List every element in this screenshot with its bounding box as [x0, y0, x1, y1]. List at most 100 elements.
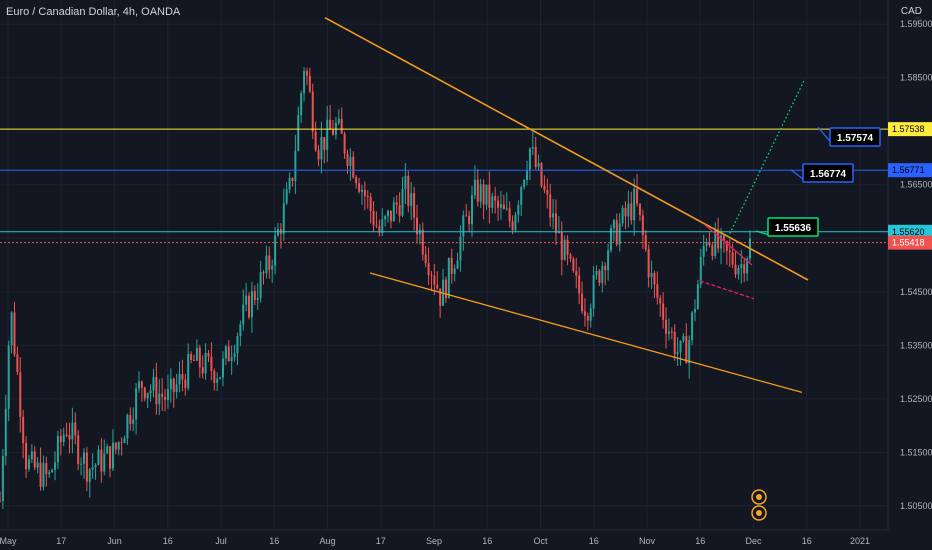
- candle-body: [746, 258, 749, 274]
- candle-body: [166, 389, 169, 400]
- candle-body: [366, 195, 369, 197]
- candle-body: [242, 304, 245, 325]
- x-tick-label: 17: [56, 536, 66, 546]
- candle-body: [491, 196, 494, 208]
- candle-body: [731, 252, 734, 265]
- x-tick-label: 16: [695, 536, 705, 546]
- candle-body: [514, 214, 517, 231]
- candle-body: [691, 312, 694, 341]
- candle-body: [696, 284, 699, 310]
- candle-body: [450, 257, 453, 274]
- callout-box: [767, 217, 819, 237]
- candle-body: [54, 462, 57, 470]
- candle-body: [578, 275, 581, 294]
- candle-body: [673, 332, 676, 355]
- x-tick-label: Jul: [215, 536, 227, 546]
- candle-body: [193, 359, 196, 361]
- candle-body: [0, 500, 1, 502]
- tradingview-badge-icon[interactable]: [744, 488, 774, 522]
- candle-body: [436, 284, 439, 289]
- candle-body: [708, 242, 711, 246]
- candle-body: [195, 347, 198, 361]
- info-icon[interactable]: ⓘ: [914, 17, 922, 26]
- candle-body: [404, 175, 407, 190]
- level-price-tag: [888, 163, 932, 178]
- candle-body: [482, 184, 485, 205]
- x-tick-label: Jun: [107, 536, 122, 546]
- candle-body: [583, 311, 586, 316]
- candle-body: [352, 156, 355, 178]
- candle-body: [537, 163, 540, 168]
- candle-body: [169, 378, 172, 390]
- candle-body: [517, 204, 520, 215]
- candle-body: [549, 194, 552, 218]
- candle-body: [59, 436, 62, 443]
- candle-body: [303, 71, 306, 94]
- candle-body: [497, 200, 500, 208]
- candle-body: [473, 179, 476, 196]
- candle-body: [172, 378, 175, 393]
- candle-body: [557, 231, 560, 234]
- x-tick-label: 17: [376, 536, 386, 546]
- candle-body: [653, 272, 656, 285]
- x-tick-label: 16: [269, 536, 279, 546]
- x-tick-label: 16: [589, 536, 599, 546]
- candle-body: [161, 393, 164, 397]
- candle-body: [85, 452, 88, 482]
- candle-body: [326, 119, 329, 150]
- candle-body: [288, 178, 291, 190]
- candle-body: [7, 345, 10, 409]
- candle-body: [16, 354, 19, 373]
- candle-body: [534, 147, 537, 168]
- candle-body: [158, 393, 161, 405]
- candle-body: [610, 228, 613, 251]
- candle-body: [552, 213, 555, 218]
- candle-body: [410, 193, 413, 207]
- candle-body: [398, 204, 401, 216]
- candle-body: [135, 388, 138, 420]
- candle-body: [502, 204, 505, 209]
- level-price-text: 1.57538: [892, 124, 925, 134]
- candle-body: [737, 268, 740, 275]
- candle-body: [294, 150, 297, 181]
- candle-body: [80, 463, 83, 465]
- candle-body: [311, 91, 314, 132]
- candle-body: [595, 270, 598, 275]
- candle-body: [360, 189, 363, 192]
- candle-body: [630, 203, 633, 221]
- candle-body: [711, 245, 714, 256]
- candle-body: [82, 452, 85, 464]
- candle-body: [372, 210, 375, 226]
- x-tick-label: Aug: [319, 536, 335, 546]
- candle-body: [103, 453, 106, 472]
- candle-body: [349, 156, 352, 166]
- candle-body: [22, 416, 25, 443]
- candle-body: [717, 229, 720, 249]
- candle-body: [693, 309, 696, 313]
- y-tick-label: 1.51500: [900, 447, 932, 457]
- current-price-text: 1.55418: [892, 238, 925, 248]
- candle-body: [566, 239, 569, 255]
- candle-body: [662, 303, 665, 320]
- candle-body: [676, 352, 679, 355]
- callout-text: 1.57574: [837, 133, 874, 144]
- callout-box: [829, 127, 881, 147]
- candle-body: [190, 353, 193, 360]
- candle-body: [468, 215, 471, 225]
- candle-body: [392, 202, 395, 222]
- callout-box: [802, 163, 854, 183]
- x-tick-label: 2021: [850, 536, 870, 546]
- candle-body: [109, 446, 112, 469]
- candle-body: [305, 71, 308, 76]
- candle-body: [285, 189, 288, 204]
- y-tick-label: 1.56500: [900, 180, 932, 190]
- candle-body: [528, 148, 531, 171]
- candle-body: [488, 184, 491, 208]
- candle-body: [181, 373, 184, 380]
- candle-body: [679, 340, 682, 353]
- x-tick-label: Oct: [533, 536, 548, 546]
- candle-body: [250, 291, 253, 318]
- candle-body: [462, 215, 465, 237]
